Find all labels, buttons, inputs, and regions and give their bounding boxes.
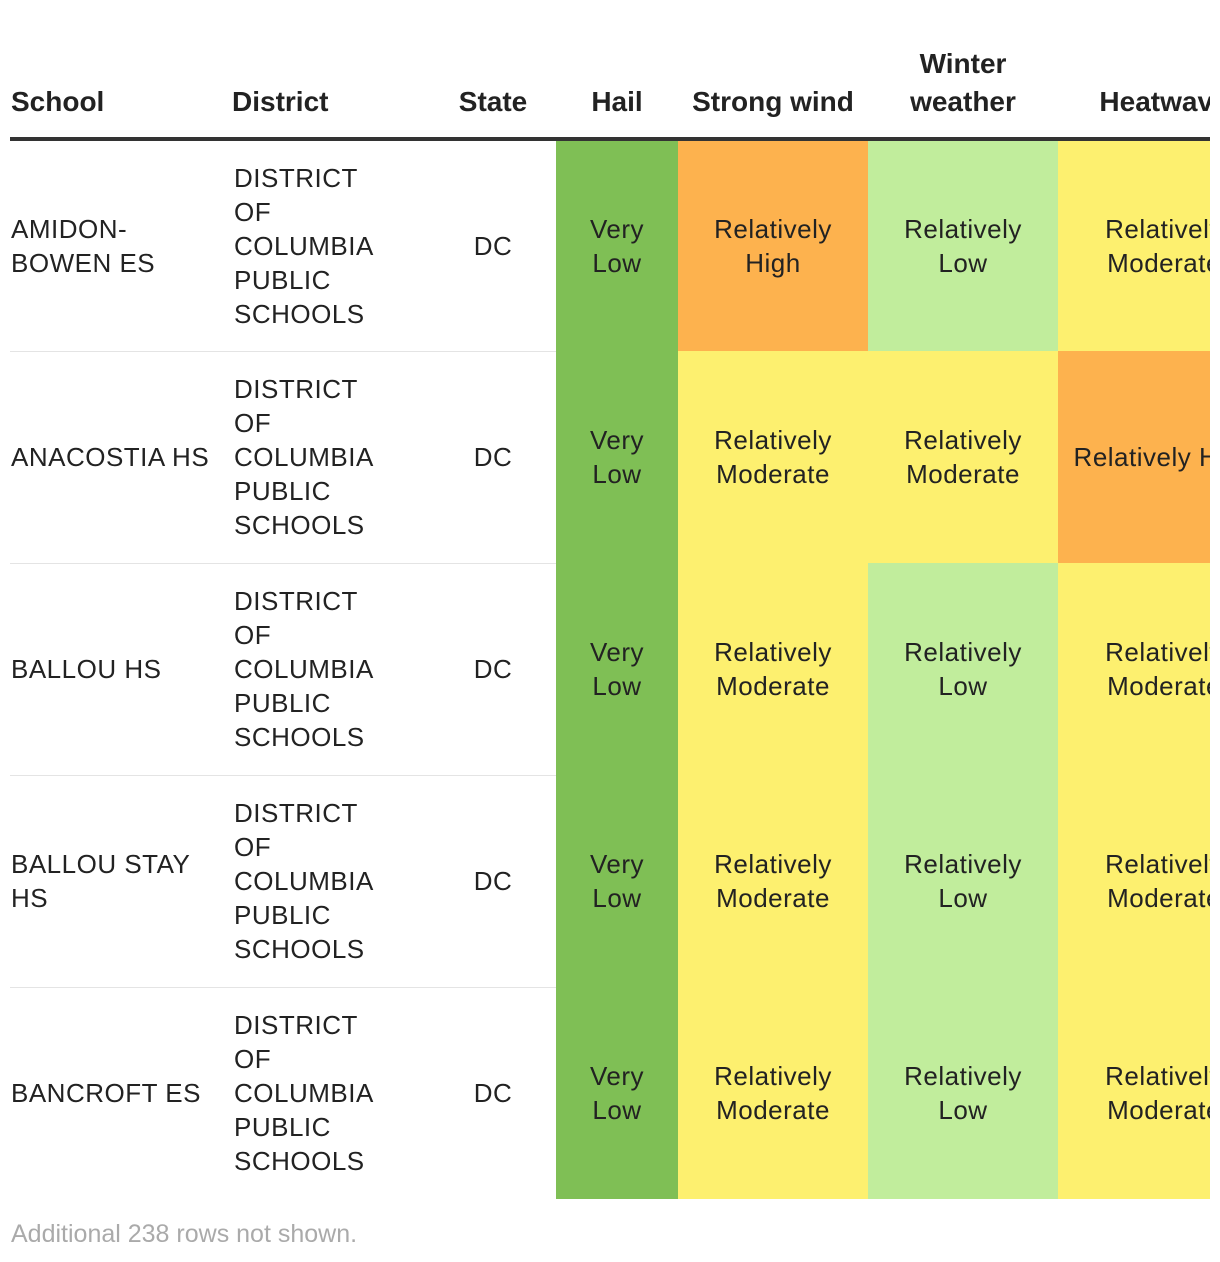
header-row: School District State Hail Strong wind Winter…	[10, 38, 1210, 141]
rating-cell: Relatively Low	[868, 987, 1058, 1199]
footer-note: Additional 238 rows not shown.	[11, 1220, 358, 1248]
cell: BANCROFT ES	[10, 986, 222, 1199]
table-row: BALLOU HS DISTRICT OF COLUMBIA PUBLIC SCH…	[10, 562, 1210, 775]
column-header: District	[222, 38, 430, 141]
cell: ANACOSTIA HS	[10, 350, 222, 563]
rating-cell: Relatively Moderate	[1058, 563, 1210, 775]
rating-cell: Relatively High	[678, 139, 868, 351]
cell: DISTRICT OF COLUMBIA PUBLIC SCHOOLS	[222, 350, 430, 563]
cell: DC	[430, 986, 556, 1199]
column-header: Hail	[556, 38, 678, 141]
cell: DISTRICT OF COLUMBIA PUBLIC SCHOOLS	[222, 562, 430, 775]
rating-cell: Very Low	[556, 139, 678, 351]
table-row: BANCROFT ES DISTRICT OF COLUMBIA PUBLIC S…	[10, 986, 1210, 1199]
risk-table: School District State Hail Strong wind Winter…	[10, 38, 1210, 1199]
column-header: Heatwave	[1058, 38, 1210, 141]
rating-cell: Relatively High	[1058, 351, 1210, 563]
table-body: AMIDON-BOWEN ES DISTRICT OF COLUMBIA PUBL…	[10, 139, 1210, 1199]
rating-cell: Relatively Moderate	[1058, 987, 1210, 1199]
cell: DC	[430, 774, 556, 987]
rating-cell: Relatively Moderate	[868, 351, 1058, 563]
table-row: ANACOSTIA HS DISTRICT OF COLUMBIA PUBLIC …	[10, 350, 1210, 563]
column-header: Winter weather	[868, 38, 1058, 141]
rating-cell: Relatively Moderate	[1058, 139, 1210, 351]
rating-cell: Relatively Low	[868, 139, 1058, 351]
rating-cell: Relatively Low	[868, 775, 1058, 987]
rating-cell: Very Low	[556, 987, 678, 1199]
rating-cell: Relatively Moderate	[1058, 775, 1210, 987]
cell: DC	[430, 350, 556, 563]
rating-cell: Relatively Low	[868, 563, 1058, 775]
rating-cell: Very Low	[556, 563, 678, 775]
cell: AMIDON-BOWEN ES	[11, 213, 156, 278]
cell: DC	[430, 562, 556, 775]
cell: DC	[473, 230, 513, 261]
rating-cell: Relatively Moderate	[678, 351, 868, 563]
table-row: AMIDON-BOWEN ES DISTRICT OF COLUMBIA PUBL…	[10, 139, 1210, 351]
column-header: Strong wind	[678, 38, 868, 141]
column-header: School	[10, 38, 222, 141]
rating-cell: Relatively Moderate	[678, 563, 868, 775]
cell: DISTRICT OF COLUMBIA PUBLIC SCHOOLS	[222, 986, 430, 1199]
table-container: School District State Hail Strong wind Winter…	[10, 38, 1210, 1199]
column-header: State	[430, 38, 556, 141]
table-row: BALLOU STAY HS DISTRICT OF COLUMBIA PUBLI…	[10, 774, 1210, 987]
rating-cell: Relatively Moderate	[678, 775, 868, 987]
rating-cell: Very Low	[556, 351, 678, 563]
cell: BALLOU HS	[10, 562, 222, 775]
cell: BALLOU STAY HS	[10, 774, 222, 987]
cell: DISTRICT OF COLUMBIA PUBLIC SCHOOLS	[234, 162, 373, 329]
cell: DISTRICT OF COLUMBIA PUBLIC SCHOOLS	[222, 774, 430, 987]
rating-cell: Very Low	[556, 775, 678, 987]
rating-cell: Relatively Moderate	[678, 987, 868, 1199]
